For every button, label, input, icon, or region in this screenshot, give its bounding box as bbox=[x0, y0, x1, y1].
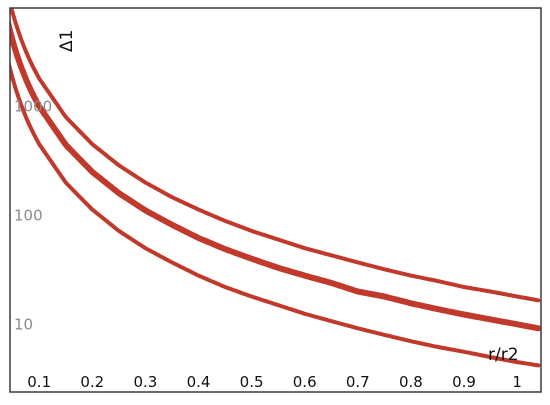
x-tick-label: 0.1 bbox=[27, 373, 51, 391]
y-tick-label: 100 bbox=[14, 206, 43, 224]
series-line bbox=[10, 8, 541, 303]
curves bbox=[10, 8, 541, 368]
x-tick-label: 0.9 bbox=[452, 373, 476, 391]
x-tick-label: 0.6 bbox=[293, 373, 317, 391]
y-axis-label: Δ1 bbox=[57, 30, 77, 52]
x-tick-label: 0.4 bbox=[187, 373, 211, 391]
series-line bbox=[10, 60, 541, 368]
x-tick-labels: 0.1 0.2 0.3 0.4 0.5 0.6 0.7 0.8 0.9 1 bbox=[27, 373, 522, 391]
x-tick-label: 1 bbox=[512, 373, 522, 391]
x-axis-label: r/r2 bbox=[488, 345, 519, 365]
x-tick-label: 0.2 bbox=[80, 373, 104, 391]
plot-frame bbox=[9, 7, 542, 393]
y-tick-label: 1000 bbox=[14, 97, 52, 115]
y-tick-labels: 10 100 1000 bbox=[14, 97, 52, 333]
x-tick-label: 0.7 bbox=[346, 373, 370, 391]
y-tick-label: 10 bbox=[14, 315, 33, 333]
x-tick-label: 0.8 bbox=[399, 373, 423, 391]
series-line bbox=[10, 17, 541, 332]
x-tick-label: 0.3 bbox=[133, 373, 157, 391]
x-tick-label: 0.5 bbox=[240, 373, 264, 391]
